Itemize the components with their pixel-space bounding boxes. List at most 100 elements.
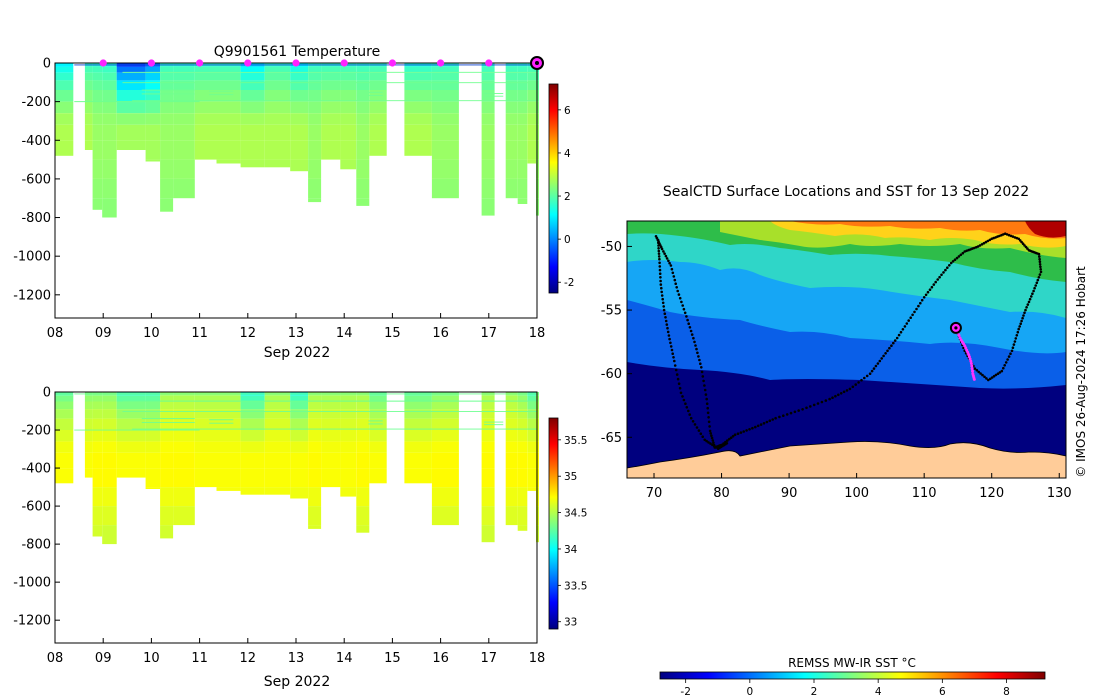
sal-profile-cell (431, 441, 459, 453)
track-dot (768, 419, 772, 423)
sal-profile-cell (481, 441, 495, 453)
sal-profile-cell (145, 487, 161, 489)
sal-profile-cell (527, 409, 537, 419)
temp-profile-cell (369, 101, 387, 114)
temp-profile-cell (308, 178, 322, 199)
temp-profile-cell (505, 80, 518, 91)
temp-profile-cell (308, 90, 322, 102)
sal-profile-cell (517, 525, 528, 531)
track-dot (706, 406, 709, 410)
track-dot (707, 420, 711, 424)
recent-track-dot (965, 348, 969, 352)
temp-profile-cell (145, 101, 161, 114)
sal-profile-cell (517, 506, 528, 526)
track-dot (731, 434, 735, 438)
temp-profile-cell (308, 198, 322, 203)
track-dot (874, 364, 878, 368)
temp-profile-cell (517, 90, 528, 102)
track-dot (983, 375, 986, 379)
track-dot (845, 389, 849, 392)
temp-profile-cell (92, 159, 103, 179)
track-dot (961, 251, 965, 255)
sal-profile-cell (481, 487, 495, 507)
track-dot (671, 352, 674, 356)
temp-profile-cell (308, 113, 322, 125)
temp-profile-cell (194, 72, 217, 81)
sst-map: SealCTD Surface Locations and SST for 13… (601, 184, 1088, 698)
sal-profile-cell (505, 468, 518, 488)
sal-profile-cell (505, 487, 518, 507)
track-dot (754, 425, 757, 429)
sal-profile-cell (264, 487, 291, 495)
track-dot (942, 271, 945, 274)
sal-profile-cell (505, 441, 518, 453)
track-dot (725, 442, 729, 445)
track-dot (674, 368, 678, 372)
sal-profile-cell (240, 487, 265, 495)
surfacing-markers (99, 56, 544, 70)
temp-profile-cell (527, 90, 537, 102)
sal-profile-cell (240, 401, 265, 410)
track-dot (713, 444, 716, 448)
track-dot (909, 316, 912, 320)
sal-profile-cell (194, 395, 217, 402)
track-dot (675, 373, 679, 376)
temp-profile-cell (517, 66, 528, 73)
temp-profile-cell (160, 101, 174, 114)
track-dot (1004, 361, 1008, 364)
track-dot (1003, 364, 1006, 367)
track-dot (728, 437, 731, 441)
sal-profile-cell (160, 409, 174, 419)
track-dot (1010, 349, 1014, 353)
temp-profile-cell (321, 90, 341, 102)
track-dot (975, 368, 979, 372)
sal-profile-cell (431, 409, 459, 419)
temperature-colorbar-frame (548, 83, 559, 294)
sal-profile-cell (527, 401, 537, 410)
temp-profile-cell (160, 72, 174, 81)
temp-profile-cell (55, 113, 74, 125)
sal-profile-cell (308, 468, 322, 488)
track-dot (831, 396, 834, 400)
track-dot (688, 326, 692, 329)
temp-profile-cell (481, 159, 495, 179)
sal-profile-cell (321, 395, 341, 402)
sal-profile-cell (481, 525, 495, 543)
sal-profile-cell (92, 452, 103, 468)
sal-profile-cell (173, 395, 195, 402)
track-dot (839, 392, 843, 395)
track-dot (938, 275, 941, 279)
temp-profile-cell (481, 178, 495, 199)
track-dot (699, 432, 703, 436)
temp-profile-cell (308, 159, 322, 179)
sal-profile-cell (308, 525, 322, 529)
temp-profile-cell (102, 124, 117, 141)
track-dot (683, 311, 687, 315)
track-dot (1032, 289, 1035, 293)
track-dot (657, 249, 661, 253)
track-dot (679, 391, 683, 395)
track-dot (695, 347, 698, 351)
track-dot (965, 249, 968, 253)
track-dot (704, 393, 708, 396)
temp-profile-cell (102, 101, 117, 114)
sal-profile-cell (505, 452, 518, 468)
map-x-tick-label: 80 (713, 486, 730, 501)
temp-profile-cell (102, 113, 117, 125)
track-dot (709, 432, 712, 435)
sal-profile-cell (240, 452, 265, 468)
track-dot (820, 400, 824, 404)
track-dot (860, 378, 863, 382)
track-dot (957, 255, 961, 258)
sal-profile-cell (55, 395, 74, 402)
temp-profile-cell (308, 80, 322, 91)
track-dot (701, 375, 705, 378)
track-dot (1028, 297, 1032, 301)
track-dot (959, 253, 963, 257)
sal-profile-cell (290, 418, 308, 430)
temp-profile-cell (84, 124, 93, 141)
track-dot (948, 264, 951, 267)
track-dot (1025, 306, 1028, 309)
temp-profile-cell (145, 124, 161, 141)
temp-profile-cell (340, 90, 357, 102)
